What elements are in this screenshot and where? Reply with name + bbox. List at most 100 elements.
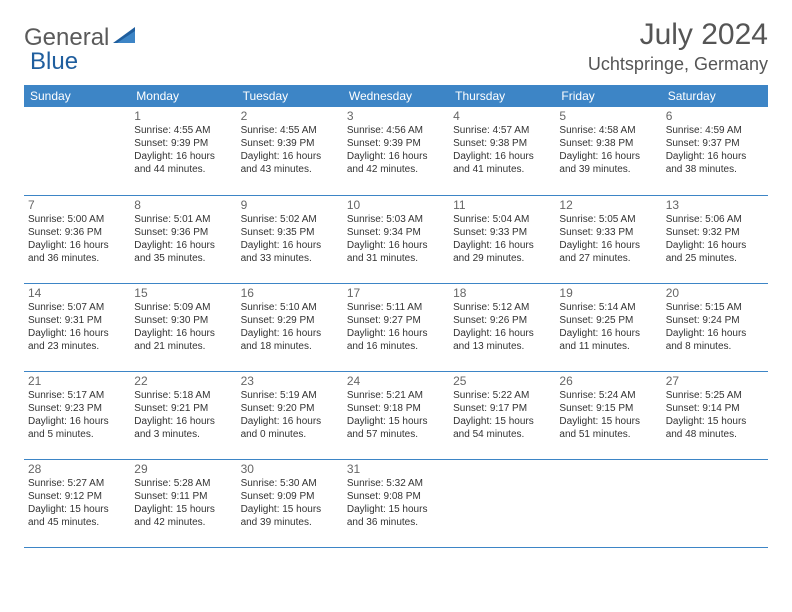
day-details: Sunrise: 5:18 AMSunset: 9:21 PMDaylight:…	[134, 389, 232, 441]
day-line: Sunrise: 5:14 AM	[559, 301, 657, 314]
calendar-cell: 20Sunrise: 5:15 AMSunset: 9:24 PMDayligh…	[662, 283, 768, 371]
logo-triangle-icon	[113, 24, 139, 52]
weekday-header: Friday	[555, 85, 661, 107]
weekday-header: Thursday	[449, 85, 555, 107]
day-line: Daylight: 16 hours and 41 minutes.	[453, 150, 551, 176]
day-details: Sunrise: 5:19 AMSunset: 9:20 PMDaylight:…	[241, 389, 339, 441]
day-line: Sunset: 9:38 PM	[453, 137, 551, 150]
day-number: 26	[559, 374, 657, 388]
day-details: Sunrise: 4:55 AMSunset: 9:39 PMDaylight:…	[134, 124, 232, 176]
day-details: Sunrise: 5:09 AMSunset: 9:30 PMDaylight:…	[134, 301, 232, 353]
calendar-cell: 12Sunrise: 5:05 AMSunset: 9:33 PMDayligh…	[555, 195, 661, 283]
calendar-cell: 17Sunrise: 5:11 AMSunset: 9:27 PMDayligh…	[343, 283, 449, 371]
day-line: Daylight: 16 hours and 36 minutes.	[28, 239, 126, 265]
day-line: Daylight: 16 hours and 23 minutes.	[28, 327, 126, 353]
weekday-header: Monday	[130, 85, 236, 107]
calendar-cell: 2Sunrise: 4:55 AMSunset: 9:39 PMDaylight…	[237, 107, 343, 195]
day-line: Sunrise: 4:58 AM	[559, 124, 657, 137]
day-details: Sunrise: 5:28 AMSunset: 9:11 PMDaylight:…	[134, 477, 232, 529]
day-number: 12	[559, 198, 657, 212]
day-line: Daylight: 16 hours and 27 minutes.	[559, 239, 657, 265]
day-line: Sunset: 9:29 PM	[241, 314, 339, 327]
calendar-table: SundayMondayTuesdayWednesdayThursdayFrid…	[24, 85, 768, 548]
day-line: Sunset: 9:36 PM	[28, 226, 126, 239]
day-line: Sunrise: 5:19 AM	[241, 389, 339, 402]
location: Uchtspringe, Germany	[588, 54, 768, 75]
calendar-cell: 26Sunrise: 5:24 AMSunset: 9:15 PMDayligh…	[555, 371, 661, 459]
calendar-cell: 18Sunrise: 5:12 AMSunset: 9:26 PMDayligh…	[449, 283, 555, 371]
day-details: Sunrise: 5:22 AMSunset: 9:17 PMDaylight:…	[453, 389, 551, 441]
weekday-header: Tuesday	[237, 85, 343, 107]
day-line: Sunset: 9:38 PM	[559, 137, 657, 150]
calendar-cell: 19Sunrise: 5:14 AMSunset: 9:25 PMDayligh…	[555, 283, 661, 371]
day-line: Daylight: 16 hours and 43 minutes.	[241, 150, 339, 176]
day-number: 21	[28, 374, 126, 388]
day-line: Daylight: 15 hours and 45 minutes.	[28, 503, 126, 529]
day-details: Sunrise: 5:03 AMSunset: 9:34 PMDaylight:…	[347, 213, 445, 265]
day-line: Sunset: 9:39 PM	[347, 137, 445, 150]
day-number: 18	[453, 286, 551, 300]
day-line: Daylight: 15 hours and 51 minutes.	[559, 415, 657, 441]
day-details: Sunrise: 4:58 AMSunset: 9:38 PMDaylight:…	[559, 124, 657, 176]
day-line: Sunset: 9:27 PM	[347, 314, 445, 327]
day-details: Sunrise: 4:56 AMSunset: 9:39 PMDaylight:…	[347, 124, 445, 176]
day-number: 24	[347, 374, 445, 388]
day-line: Sunrise: 4:55 AM	[134, 124, 232, 137]
day-number: 11	[453, 198, 551, 212]
day-line: Sunset: 9:21 PM	[134, 402, 232, 415]
day-line: Daylight: 15 hours and 42 minutes.	[134, 503, 232, 529]
day-line: Sunrise: 5:10 AM	[241, 301, 339, 314]
day-line: Daylight: 15 hours and 48 minutes.	[666, 415, 764, 441]
calendar-cell	[24, 107, 130, 195]
calendar-cell: 9Sunrise: 5:02 AMSunset: 9:35 PMDaylight…	[237, 195, 343, 283]
calendar-cell: 25Sunrise: 5:22 AMSunset: 9:17 PMDayligh…	[449, 371, 555, 459]
day-line: Sunrise: 5:07 AM	[28, 301, 126, 314]
day-line: Daylight: 16 hours and 0 minutes.	[241, 415, 339, 441]
day-number: 4	[453, 109, 551, 123]
calendar-cell: 28Sunrise: 5:27 AMSunset: 9:12 PMDayligh…	[24, 459, 130, 547]
weekday-header: Sunday	[24, 85, 130, 107]
day-line: Daylight: 15 hours and 57 minutes.	[347, 415, 445, 441]
day-number: 16	[241, 286, 339, 300]
day-line: Sunrise: 4:57 AM	[453, 124, 551, 137]
day-line: Sunrise: 5:04 AM	[453, 213, 551, 226]
calendar-cell: 1Sunrise: 4:55 AMSunset: 9:39 PMDaylight…	[130, 107, 236, 195]
day-number: 14	[28, 286, 126, 300]
day-line: Sunset: 9:23 PM	[28, 402, 126, 415]
day-details: Sunrise: 5:00 AMSunset: 9:36 PMDaylight:…	[28, 213, 126, 265]
day-line: Sunset: 9:32 PM	[666, 226, 764, 239]
day-details: Sunrise: 5:17 AMSunset: 9:23 PMDaylight:…	[28, 389, 126, 441]
day-line: Sunrise: 4:56 AM	[347, 124, 445, 137]
day-details: Sunrise: 5:07 AMSunset: 9:31 PMDaylight:…	[28, 301, 126, 353]
day-number: 29	[134, 462, 232, 476]
calendar-cell: 4Sunrise: 4:57 AMSunset: 9:38 PMDaylight…	[449, 107, 555, 195]
day-details: Sunrise: 4:55 AMSunset: 9:39 PMDaylight:…	[241, 124, 339, 176]
day-number: 17	[347, 286, 445, 300]
day-line: Sunset: 9:39 PM	[134, 137, 232, 150]
day-number: 9	[241, 198, 339, 212]
day-line: Daylight: 16 hours and 44 minutes.	[134, 150, 232, 176]
calendar-cell: 5Sunrise: 4:58 AMSunset: 9:38 PMDaylight…	[555, 107, 661, 195]
day-line: Sunset: 9:17 PM	[453, 402, 551, 415]
calendar-cell: 13Sunrise: 5:06 AMSunset: 9:32 PMDayligh…	[662, 195, 768, 283]
day-line: Sunrise: 5:15 AM	[666, 301, 764, 314]
day-line: Sunset: 9:26 PM	[453, 314, 551, 327]
day-line: Daylight: 16 hours and 5 minutes.	[28, 415, 126, 441]
day-line: Sunrise: 5:25 AM	[666, 389, 764, 402]
weekday-header-row: SundayMondayTuesdayWednesdayThursdayFrid…	[24, 85, 768, 107]
calendar-cell: 24Sunrise: 5:21 AMSunset: 9:18 PMDayligh…	[343, 371, 449, 459]
day-line: Daylight: 16 hours and 38 minutes.	[666, 150, 764, 176]
day-line: Daylight: 16 hours and 25 minutes.	[666, 239, 764, 265]
day-line: Sunset: 9:12 PM	[28, 490, 126, 503]
calendar-cell: 15Sunrise: 5:09 AMSunset: 9:30 PMDayligh…	[130, 283, 236, 371]
day-line: Sunrise: 5:17 AM	[28, 389, 126, 402]
day-details: Sunrise: 5:15 AMSunset: 9:24 PMDaylight:…	[666, 301, 764, 353]
day-number: 5	[559, 109, 657, 123]
day-details: Sunrise: 5:12 AMSunset: 9:26 PMDaylight:…	[453, 301, 551, 353]
day-line: Sunrise: 5:12 AM	[453, 301, 551, 314]
day-line: Sunset: 9:18 PM	[347, 402, 445, 415]
day-details: Sunrise: 5:10 AMSunset: 9:29 PMDaylight:…	[241, 301, 339, 353]
day-details: Sunrise: 5:21 AMSunset: 9:18 PMDaylight:…	[347, 389, 445, 441]
day-line: Sunrise: 5:06 AM	[666, 213, 764, 226]
header: General July 2024 Uchtspringe, Germany	[24, 18, 768, 75]
